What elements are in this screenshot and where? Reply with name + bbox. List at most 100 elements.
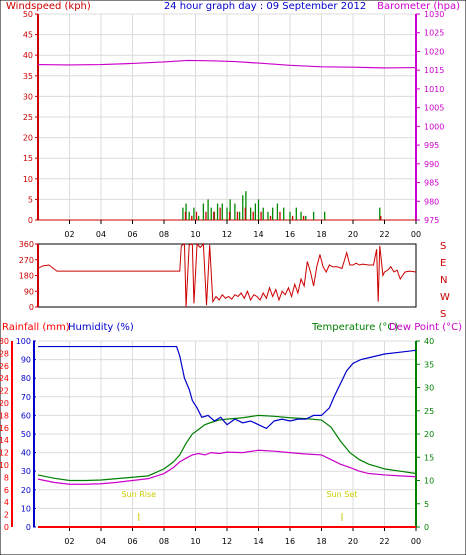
tick-label-rainfall: 16: [0, 424, 9, 433]
tick-label-humidity: 70: [21, 393, 31, 402]
humidity-temp-panel: 0246810121416182022242628300102030405060…: [0, 337, 434, 546]
tick-label-humidity: 50: [21, 430, 31, 439]
tick-label-barometer: 995: [424, 141, 439, 150]
tick-label-barometer: 980: [424, 197, 439, 206]
tick-label-barometer: 985: [424, 179, 439, 188]
dewpoint-line: [37, 449, 417, 485]
tick-label-rainfall: 0: [4, 523, 9, 532]
tick-label-humidity: 0: [26, 523, 31, 532]
tick-label-direction: 90: [24, 287, 34, 296]
temperature-label: Temperature (°C): [311, 322, 398, 333]
tick-label-rainfall: 2: [4, 511, 9, 520]
tick-label-windspeed: 25: [23, 113, 33, 122]
tick-label-rainfall: 28: [0, 349, 9, 358]
graph-title: 24 hour graph day : 09 September 2012: [164, 1, 366, 12]
tick-label-barometer: 1025: [424, 29, 444, 38]
tick-label-windspeed: 20: [23, 134, 33, 143]
tick-label-humidity: 10: [21, 504, 31, 513]
tick-label-direction: 180: [19, 272, 34, 281]
tick-label-humidity: 30: [21, 467, 31, 476]
tick-label-hour: 04: [96, 537, 106, 546]
tick-label-humidity: 60: [21, 411, 31, 420]
tick-label-barometer: 1020: [424, 47, 444, 56]
tick-label-temperature: 15: [424, 453, 434, 462]
compass-labels: S E N W S: [440, 241, 450, 320]
tick-label-rainfall: 8: [4, 473, 9, 482]
tick-label-barometer: 975: [424, 216, 439, 225]
sunset-label: Sun Set: [327, 490, 358, 499]
tick-label-rainfall: 14: [0, 436, 9, 445]
tick-label-hour: 04: [96, 230, 106, 239]
tick-label-hour: 18: [316, 537, 326, 546]
dewpoint-label: Dew Point (°C): [389, 322, 462, 333]
tick-label-rainfall: 18: [0, 411, 9, 420]
tick-label-hour: 14: [253, 537, 263, 546]
tick-label-rainfall: 10: [0, 461, 9, 470]
tick-label-hour: 00: [411, 230, 421, 239]
tick-label-rainfall: 20: [0, 399, 9, 408]
compass-s-bottom: S: [440, 309, 446, 320]
tick-label-temperature: 25: [424, 407, 434, 416]
tick-label-direction: 270: [19, 256, 34, 265]
tick-label-barometer: 1000: [424, 122, 444, 131]
tick-label-windspeed: 0: [28, 216, 33, 225]
tick-label-hour: 20: [348, 537, 358, 546]
tick-label-windspeed: 35: [23, 72, 33, 81]
wind-direction-panel: 0 90 180 270 360: [19, 240, 417, 312]
tick-label-hour: 06: [127, 230, 137, 239]
tick-label-temperature: 5: [424, 500, 429, 509]
tick-label-direction: 0: [29, 303, 34, 312]
tick-label-hour: 02: [64, 537, 74, 546]
tick-label-humidity: 40: [21, 449, 31, 458]
humidity-label: Humidity (%): [68, 322, 134, 333]
rainfall-label: Rainfall (mm): [2, 322, 70, 333]
tick-label-rainfall: 30: [0, 337, 9, 346]
tick-label-hour: 08: [159, 537, 169, 546]
tick-label-windspeed: 50: [23, 10, 33, 19]
compass-w: W: [440, 292, 450, 303]
tick-label-humidity: 20: [21, 486, 31, 495]
tick-label-barometer: 1005: [424, 104, 444, 113]
tick-label-temperature: 40: [424, 337, 434, 346]
tick-label-barometer: 1015: [424, 66, 444, 75]
tick-label-hour: 12: [222, 230, 232, 239]
tick-label-hour: 08: [159, 230, 169, 239]
tick-label-rainfall: 22: [0, 387, 9, 396]
tick-label-hour: 16: [285, 537, 295, 546]
tick-label-hour: 22: [379, 537, 389, 546]
tick-label-windspeed: 30: [23, 92, 33, 101]
tick-label-humidity: 80: [21, 374, 31, 383]
tick-label-barometer: 1010: [424, 85, 444, 94]
humidity-line: [38, 345, 417, 430]
tick-label-hour: 02: [64, 230, 74, 239]
tick-label-hour: 10: [190, 230, 200, 239]
compass-e: E: [440, 258, 446, 269]
compass-n: N: [440, 275, 447, 286]
tick-label-hour: 00: [411, 537, 421, 546]
tick-label-hour: 16: [285, 230, 295, 239]
tick-label-hour: 20: [348, 230, 358, 239]
tick-label-hour: 18: [316, 230, 326, 239]
tick-label-rainfall: 4: [4, 498, 9, 507]
tick-label-direction: 360: [19, 240, 34, 249]
tick-label-windspeed: 40: [23, 51, 33, 60]
barometer-label: Barometer (hpa): [377, 1, 460, 12]
tick-label-humidity: 90: [21, 356, 31, 365]
tick-label-windspeed: 45: [23, 31, 33, 40]
tick-label-temperature: 10: [424, 477, 434, 486]
tick-label-hour: 22: [379, 230, 389, 239]
tick-label-barometer: 990: [424, 160, 439, 169]
tick-label-temperature: 30: [424, 384, 434, 393]
sunrise-label: Sun Rise: [121, 490, 156, 499]
temperature-line: [37, 414, 417, 482]
wind-baro-panel: 0510152025303540455097598098599099510001…: [23, 10, 445, 239]
direction-line: [37, 242, 417, 308]
compass-s-top: S: [440, 241, 446, 252]
tick-label-rainfall: 12: [0, 449, 9, 458]
tick-label-rainfall: 26: [0, 362, 9, 371]
tick-label-rainfall: 6: [4, 486, 9, 495]
tick-label-hour: 10: [190, 537, 200, 546]
